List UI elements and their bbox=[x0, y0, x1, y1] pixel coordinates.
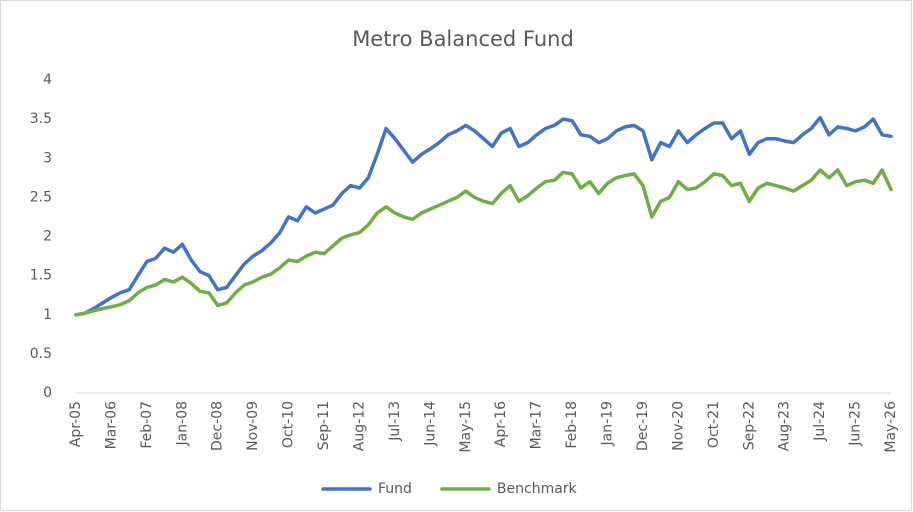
y-tick-label: 1 bbox=[43, 307, 52, 323]
y-tick-label: 0 bbox=[43, 385, 52, 401]
series-line bbox=[74, 168, 893, 317]
y-tick-label: 0.5 bbox=[30, 346, 52, 362]
x-tick-label: Jan-19 bbox=[600, 401, 616, 446]
x-tick-label: Oct-10 bbox=[281, 401, 297, 448]
x-tick-label: Jul-13 bbox=[387, 401, 403, 442]
x-tick-label: Mar-06 bbox=[103, 401, 119, 449]
y-tick-label: 4 bbox=[43, 72, 52, 88]
x-tick-label: Dec-19 bbox=[635, 401, 651, 451]
x-tick-label: Jul-24 bbox=[812, 401, 828, 442]
y-tick-label: 2 bbox=[43, 229, 52, 245]
x-tick-label: Feb-18 bbox=[564, 401, 580, 449]
y-tick-label: 1.5 bbox=[30, 268, 52, 284]
x-tick-label: Mar-17 bbox=[529, 401, 545, 449]
x-tick-label: Oct-21 bbox=[706, 401, 722, 448]
legend-label: Fund bbox=[378, 481, 412, 497]
y-tick-label: 2.5 bbox=[30, 189, 52, 205]
x-tick-label: Apr-16 bbox=[493, 401, 509, 447]
x-tick-label: Apr-05 bbox=[68, 401, 84, 447]
x-tick-label: Nov-09 bbox=[245, 401, 261, 451]
legend-label: Benchmark bbox=[497, 481, 578, 497]
y-tick-label: 3.5 bbox=[30, 111, 52, 127]
x-tick-label: Dec-08 bbox=[210, 401, 226, 451]
x-tick-label: Aug-12 bbox=[351, 401, 367, 451]
x-tick-label: Sep-22 bbox=[741, 401, 757, 450]
x-tick-label: Jun-14 bbox=[422, 401, 438, 447]
y-tick-label: 3 bbox=[43, 150, 52, 166]
x-tick-label: Sep-11 bbox=[316, 401, 332, 450]
x-tick-label: Aug-23 bbox=[777, 401, 793, 451]
x-tick-label: Jan-08 bbox=[174, 401, 190, 446]
x-tick-label: Jun-25 bbox=[848, 401, 864, 447]
chart-title: Metro Balanced Fund bbox=[352, 27, 574, 51]
series-line bbox=[74, 115, 893, 317]
x-tick-label: May-15 bbox=[458, 401, 474, 453]
x-tick-label: May-26 bbox=[883, 401, 899, 453]
x-tick-label: Feb-07 bbox=[139, 401, 155, 449]
x-tick-label: Nov-20 bbox=[670, 401, 686, 451]
